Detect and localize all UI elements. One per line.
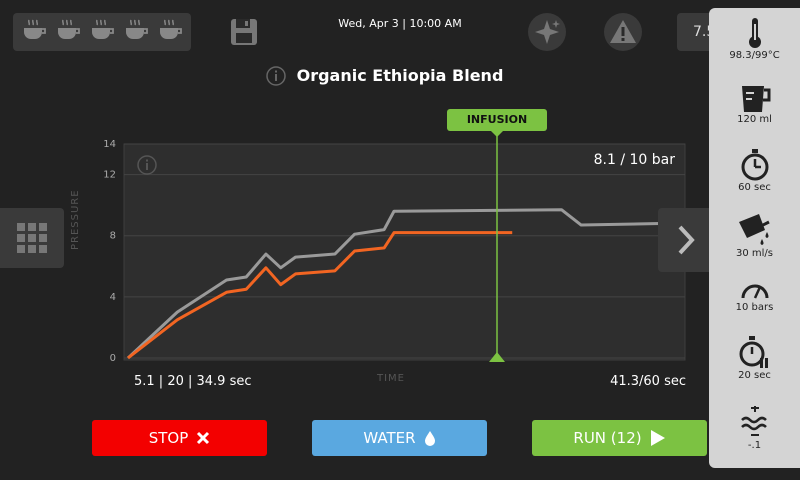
parameter-panel: 98.3/99°C 120 ml 60 sec 30 ml/s 10 bars … <box>709 8 800 468</box>
stop-button[interactable]: STOP <box>92 420 267 456</box>
stopwatch-icon <box>741 149 768 181</box>
adjust-value: -.1 <box>747 440 762 451</box>
pause-timer-icon <box>739 336 768 368</box>
pressure-readout: 8.1 / 10 bar <box>593 152 675 168</box>
expand-panel-button[interactable] <box>658 208 714 272</box>
play-icon <box>650 430 665 446</box>
cup-icon[interactable] <box>20 16 48 48</box>
gauge-icon <box>741 284 768 299</box>
y-tick-label: 8 <box>110 231 116 242</box>
water-label: WATER <box>363 429 416 447</box>
measuring-cup-icon <box>741 86 770 112</box>
run-button[interactable]: RUN (12) <box>532 420 707 456</box>
time-param[interactable]: 60 sec <box>709 148 800 193</box>
y-tick-label: 12 <box>103 170 116 181</box>
datetime: Wed, Apr 3 | 10:00 AM <box>338 17 462 30</box>
menu-grid-button[interactable] <box>0 208 64 268</box>
cup-icon[interactable] <box>54 16 82 48</box>
series-line <box>127 231 513 360</box>
infusion-marker-arrow <box>489 352 505 362</box>
volume-param[interactable]: 120 ml <box>709 82 800 125</box>
sparkle-icon[interactable] <box>527 13 567 51</box>
pressure-value: 10 bars <box>735 302 774 313</box>
warning-icon[interactable] <box>603 13 643 51</box>
y-tick-label: 0 <box>110 353 116 364</box>
recipe-title: Organic Ethiopia Blend <box>296 66 504 85</box>
flow-param[interactable]: 30 ml/s <box>709 212 800 259</box>
pause-param[interactable]: 20 sec <box>709 334 800 381</box>
close-icon <box>197 431 210 445</box>
temperature-param[interactable]: 98.3/99°C <box>709 16 800 61</box>
x-axis-label: TIME <box>377 373 406 384</box>
water-drop-icon <box>424 431 435 446</box>
shot-timer: 41.3/60 sec <box>610 374 686 389</box>
y-axis-label: PRESSURE <box>70 189 81 250</box>
flow-value: 30 ml/s <box>735 248 773 259</box>
save-icon[interactable] <box>224 13 264 51</box>
time-value: 60 sec <box>738 182 771 193</box>
cup-icon[interactable] <box>88 16 116 48</box>
y-tick-label: 14 <box>103 139 116 150</box>
cup-size-selector[interactable] <box>13 13 191 51</box>
run-label: RUN (12) <box>573 429 642 447</box>
wave-adjust-icon <box>740 406 767 436</box>
grid-icon <box>17 223 47 253</box>
pressure-param[interactable]: 10 bars <box>709 278 800 313</box>
cup-icon[interactable] <box>122 16 150 48</box>
pause-value: 20 sec <box>738 370 771 381</box>
series-line <box>126 208 661 360</box>
temperature-value: 98.3/99°C <box>729 50 780 61</box>
chart-plot-area <box>123 143 686 361</box>
cup-icon[interactable] <box>156 16 184 48</box>
chevron-right-icon <box>678 225 695 255</box>
adjust-param[interactable]: -.1 <box>709 406 800 451</box>
stop-label: STOP <box>148 429 189 447</box>
infusion-label: INFUSION <box>447 109 547 137</box>
thermometer-icon <box>748 18 761 48</box>
chart-grid <box>124 143 685 359</box>
chart-y-ticks: 0 4 8 12 14 <box>103 139 116 364</box>
chart-lines <box>126 208 661 360</box>
volume-value: 120 ml <box>737 114 772 125</box>
info-icon[interactable] <box>266 66 286 90</box>
chart-info-icon <box>137 155 157 175</box>
water-button[interactable]: WATER <box>312 420 487 456</box>
y-tick-label: 4 <box>110 292 116 303</box>
shot-stats: 5.1 | 20 | 34.9 sec <box>134 374 252 389</box>
pour-icon <box>738 214 770 245</box>
